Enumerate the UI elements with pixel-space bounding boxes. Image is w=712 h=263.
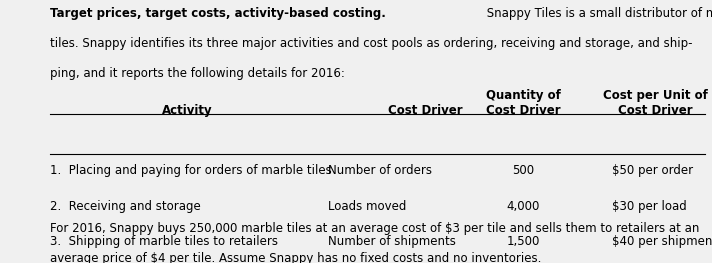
Text: Number of orders: Number of orders [328,164,431,177]
Text: 1,500: 1,500 [507,235,540,248]
Text: 1.  Placing and paying for orders of marble tiles: 1. Placing and paying for orders of marb… [50,164,332,177]
Text: Quantity of
Cost Driver: Quantity of Cost Driver [486,89,561,117]
Text: Loads moved: Loads moved [328,200,406,213]
Text: average price of $4 per tile. Assume Snappy has no fixed costs and no inventorie: average price of $4 per tile. Assume Sna… [50,252,541,263]
Text: For 2016, Snappy buys 250,000 marble tiles at an average cost of $3 per tile and: For 2016, Snappy buys 250,000 marble til… [50,222,699,235]
Text: Activity: Activity [162,104,212,117]
Text: 2.  Receiving and storage: 2. Receiving and storage [50,200,201,213]
Text: Target prices, target costs, activity-based costing.: Target prices, target costs, activity-ba… [50,7,386,19]
Text: $40 per shipment: $40 per shipment [612,235,712,248]
Text: $30 per load: $30 per load [612,200,687,213]
Text: 4,000: 4,000 [507,200,540,213]
Text: Snappy Tiles is a small distributor of marble: Snappy Tiles is a small distributor of m… [483,7,712,19]
Text: 3.  Shipping of marble tiles to retailers: 3. Shipping of marble tiles to retailers [50,235,278,248]
Text: 500: 500 [512,164,535,177]
Text: Cost Driver: Cost Driver [388,104,463,117]
Text: ping, and it reports the following details for 2016:: ping, and it reports the following detai… [50,67,345,80]
Text: tiles. Snappy identifies its three major activities and cost pools as ordering, : tiles. Snappy identifies its three major… [50,37,692,50]
Text: Number of shipments: Number of shipments [328,235,456,248]
Text: Cost per Unit of
Cost Driver: Cost per Unit of Cost Driver [602,89,708,117]
Text: $50 per order: $50 per order [612,164,693,177]
